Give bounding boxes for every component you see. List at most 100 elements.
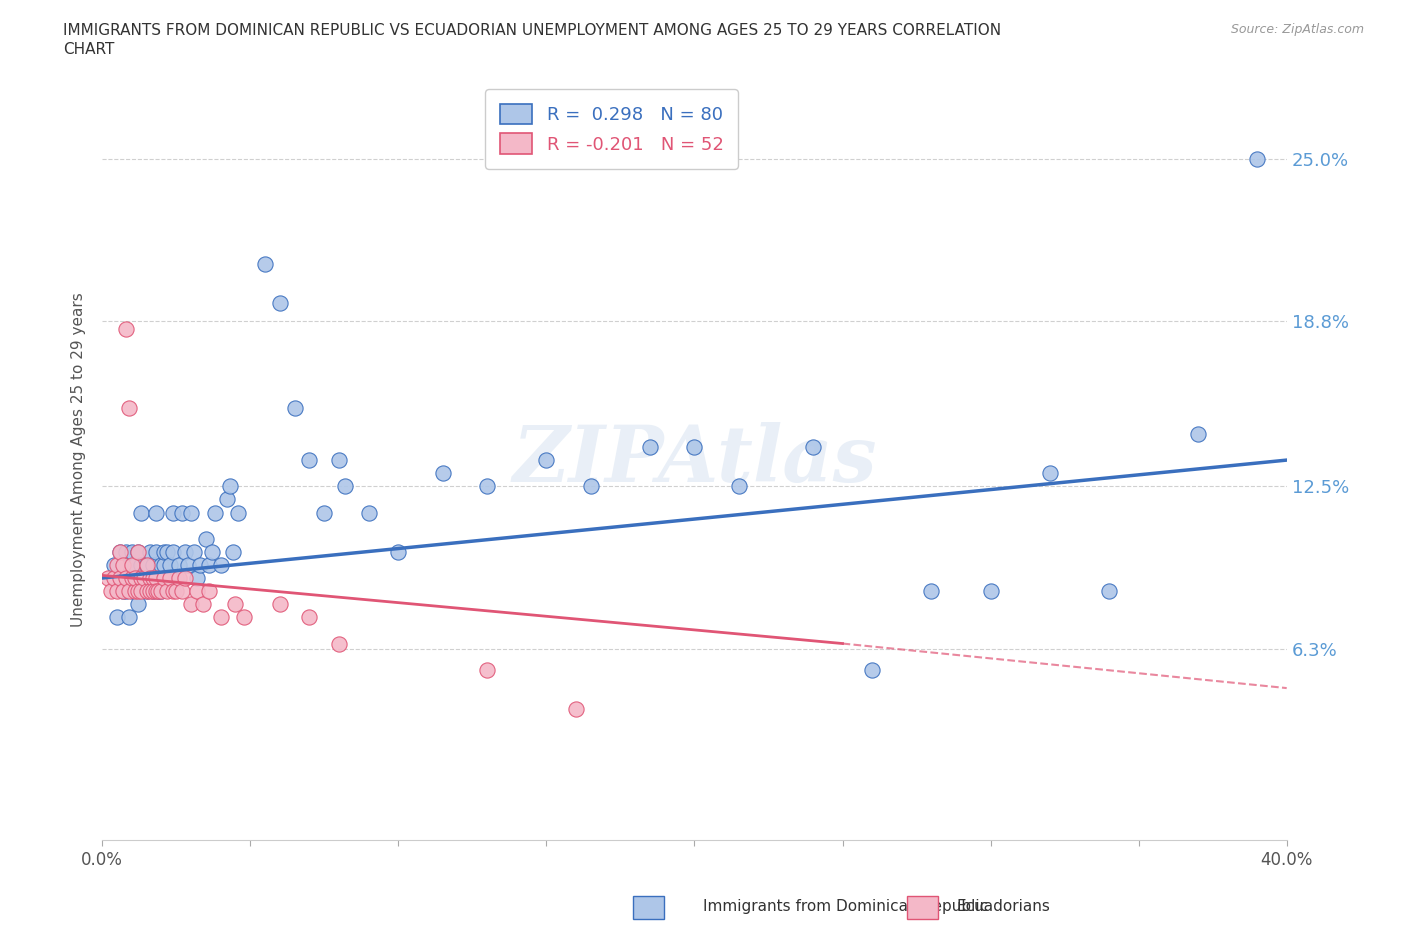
Point	[156, 584, 179, 599]
Point	[198, 584, 221, 599]
Point	[127, 571, 149, 586]
Point	[224, 597, 246, 612]
Point	[156, 544, 179, 559]
Point	[159, 571, 181, 586]
Point	[475, 479, 498, 494]
Point	[115, 544, 138, 559]
Point	[150, 584, 173, 599]
Point	[198, 557, 221, 572]
Point	[145, 544, 167, 559]
Point	[177, 557, 200, 572]
Point	[129, 557, 152, 572]
Point	[111, 584, 134, 599]
Point	[233, 610, 256, 625]
Point	[180, 597, 202, 612]
Point	[269, 296, 291, 311]
Point	[186, 571, 208, 586]
Point	[162, 505, 184, 520]
Point	[186, 584, 208, 599]
Point	[980, 584, 1002, 599]
Point	[860, 662, 883, 677]
Point	[638, 440, 661, 455]
Point	[127, 597, 149, 612]
Point	[153, 557, 176, 572]
Point	[118, 400, 141, 415]
Point	[254, 256, 277, 271]
Point	[475, 662, 498, 677]
Text: Immigrants from Dominican Republic: Immigrants from Dominican Republic	[703, 899, 988, 914]
Point	[159, 557, 181, 572]
Point	[536, 453, 558, 468]
Point	[138, 584, 160, 599]
Point	[269, 597, 291, 612]
Point	[103, 557, 125, 572]
Point	[138, 571, 160, 586]
Point	[118, 584, 141, 599]
Point	[121, 544, 143, 559]
Point	[188, 557, 211, 572]
Point	[150, 584, 173, 599]
Point	[97, 571, 120, 586]
Point	[209, 610, 232, 625]
Point	[215, 492, 238, 507]
Point	[145, 584, 167, 599]
Point	[284, 400, 307, 415]
Point	[115, 322, 138, 337]
Point	[201, 544, 224, 559]
Point	[314, 505, 336, 520]
Point	[115, 584, 138, 599]
Point	[111, 584, 134, 599]
Point	[142, 571, 165, 586]
Point	[333, 479, 356, 494]
Point	[132, 571, 155, 586]
Point	[228, 505, 250, 520]
Point	[129, 505, 152, 520]
Point	[172, 584, 194, 599]
Point	[150, 557, 173, 572]
Point	[129, 571, 152, 586]
Point	[298, 610, 321, 625]
Point	[138, 544, 160, 559]
Point	[127, 584, 149, 599]
Point	[148, 584, 170, 599]
Point	[183, 544, 205, 559]
Point	[135, 557, 157, 572]
Point	[148, 571, 170, 586]
Point	[165, 571, 187, 586]
Point	[204, 505, 226, 520]
Point	[108, 544, 131, 559]
Point	[142, 584, 165, 599]
Point	[145, 505, 167, 520]
Point	[209, 557, 232, 572]
Point	[129, 584, 152, 599]
Point	[387, 544, 409, 559]
Point	[167, 557, 190, 572]
Point	[100, 584, 122, 599]
Point	[132, 571, 155, 586]
Point	[124, 584, 146, 599]
Point	[142, 557, 165, 572]
Legend: R =  0.298   N = 80, R = -0.201   N = 52: R = 0.298 N = 80, R = -0.201 N = 52	[485, 89, 738, 168]
Point	[162, 544, 184, 559]
Point	[103, 571, 125, 586]
Point	[118, 610, 141, 625]
Y-axis label: Unemployment Among Ages 25 to 29 years: Unemployment Among Ages 25 to 29 years	[72, 293, 86, 628]
Point	[135, 584, 157, 599]
Point	[145, 571, 167, 586]
Text: IMMIGRANTS FROM DOMINICAN REPUBLIC VS ECUADORIAN UNEMPLOYMENT AMONG AGES 25 TO 2: IMMIGRANTS FROM DOMINICAN REPUBLIC VS EC…	[63, 23, 1001, 38]
Point	[162, 584, 184, 599]
Point	[108, 544, 131, 559]
Point	[148, 584, 170, 599]
Point	[1039, 466, 1062, 481]
Point	[135, 557, 157, 572]
Point	[105, 557, 128, 572]
Point	[357, 505, 380, 520]
Point	[218, 479, 240, 494]
Point	[111, 557, 134, 572]
Point	[801, 440, 824, 455]
Point	[108, 571, 131, 586]
Point	[728, 479, 751, 494]
Text: CHART: CHART	[63, 42, 115, 57]
Point	[194, 531, 217, 546]
Point	[121, 571, 143, 586]
